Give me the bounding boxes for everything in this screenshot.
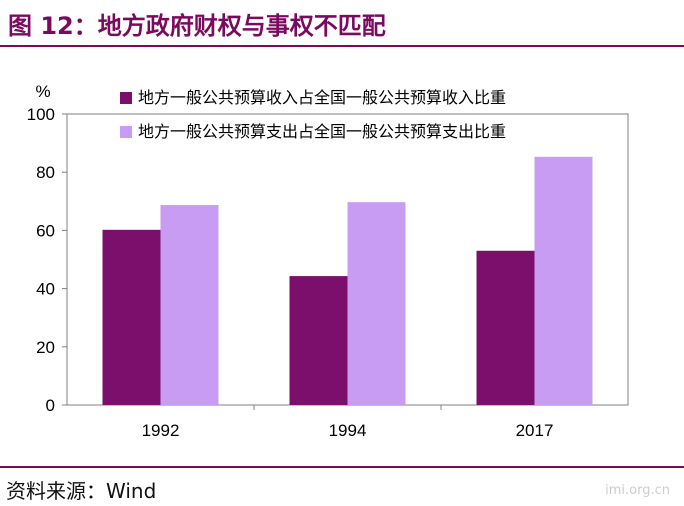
legend-swatch-series-2 <box>120 126 132 138</box>
y-tick-label: 40 <box>36 280 55 299</box>
chart-labels: 0 20 40 60 80 100% 1992 1994 2017 <box>27 82 554 440</box>
x-tick-label: 1992 <box>142 421 180 440</box>
y-axis-unit-label: % <box>35 82 50 101</box>
title-rule <box>0 45 684 47</box>
bar-series-2-1994 <box>347 202 406 405</box>
y-tick-label: 0 <box>46 396 55 415</box>
bar-series-2-2017 <box>534 156 593 405</box>
y-tick-label: 60 <box>36 221 55 240</box>
chart-bars <box>102 156 593 405</box>
bar-series-1-1992 <box>102 229 161 405</box>
x-tick-label: 1994 <box>329 421 367 440</box>
figure-title: 图 12：地方政府财权与事权不匹配 <box>8 12 386 40</box>
y-tick-label: 100 <box>27 105 55 124</box>
bar-chart: 0 20 40 60 80 100% 1992 1994 2017 地方一般公共预算收入占全国一… <box>27 82 629 440</box>
legend-label-series-2: 地方一般公共预算支出占全国一般公共预算支出比重 <box>138 122 506 141</box>
watermark: imi.org.cn <box>605 483 670 498</box>
bar-series-1-1994 <box>289 276 348 405</box>
y-tick-label: 80 <box>36 163 55 182</box>
bar-series-1-2017 <box>476 250 535 405</box>
x-tick-label: 2017 <box>516 421 554 440</box>
y-tick-label: 20 <box>36 338 55 357</box>
chart-legend: 地方一般公共预算收入占全国一般公共预算收入比重地方一般公共预算支出占全国一般公共… <box>120 88 506 141</box>
bar-series-2-1992 <box>160 205 219 405</box>
legend-swatch-series-1 <box>120 92 132 104</box>
source-rule <box>0 466 684 468</box>
source-note: 资料来源：Wind <box>6 479 157 503</box>
chart-frame: 0 20 40 60 80 100% 1992 1994 2017 地方一般公共预算收入占全国一… <box>0 48 684 463</box>
legend-label-series-1: 地方一般公共预算收入占全国一般公共预算收入比重 <box>138 88 506 107</box>
